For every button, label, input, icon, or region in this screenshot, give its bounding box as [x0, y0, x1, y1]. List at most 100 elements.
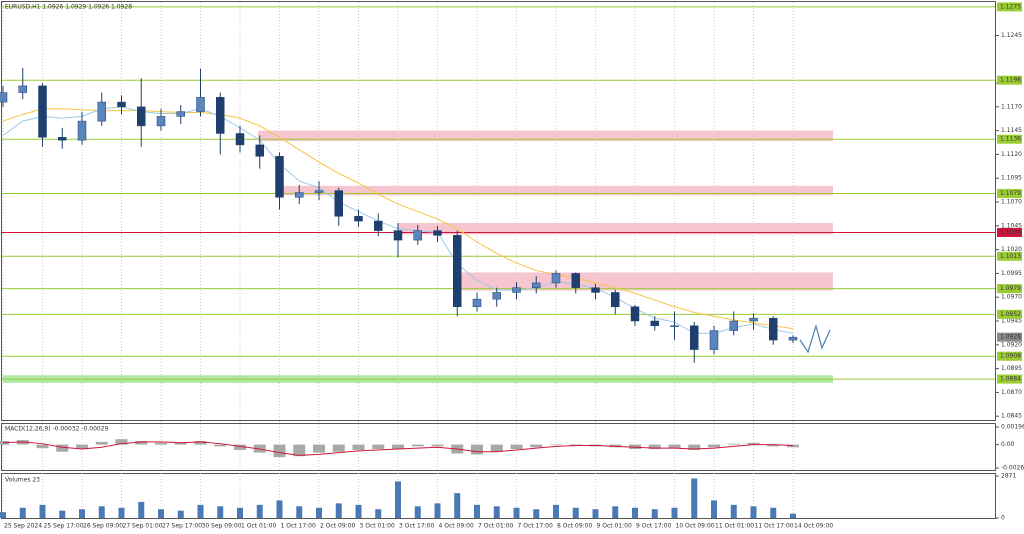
- macd-bar: [688, 444, 701, 450]
- y-tick-label: 1.1120: [1001, 151, 1022, 158]
- y-tick-label: 1.0920: [1001, 341, 1022, 348]
- volume-bar: [79, 509, 85, 518]
- macd-bar: [234, 444, 246, 450]
- volume-bar: [237, 507, 243, 518]
- level-label-box: [997, 134, 1022, 144]
- candle-body: [670, 325, 679, 328]
- y-tick-label: 0.00: [1001, 441, 1015, 448]
- candle-body: [255, 144, 264, 157]
- candle-body: [216, 97, 225, 134]
- x-tick-label: 3 Oct 01:00: [360, 523, 395, 530]
- level-label-box: [997, 284, 1022, 294]
- x-tick-label: 11 Oct 01:00: [715, 523, 754, 530]
- macd-bar: [510, 444, 523, 450]
- candle-body: [709, 330, 719, 350]
- macd-bar: [135, 441, 148, 445]
- candle-body: [374, 220, 383, 231]
- x-tick-label: 10 Oct 09:00: [676, 523, 715, 530]
- volume-bar: [197, 504, 204, 518]
- candle-body: [314, 190, 324, 193]
- candle-body: [650, 320, 659, 327]
- macd-bar: [648, 444, 661, 450]
- x-tick-label: 27 Sep 01:00: [123, 523, 163, 530]
- level-label: 1.1136: [1000, 136, 1021, 143]
- macd-bar: [115, 439, 128, 445]
- y-tick-label: 1.1070: [1001, 199, 1022, 206]
- macd-bar: [214, 444, 227, 447]
- y-tick-label: 1.1170: [1001, 103, 1022, 110]
- y-tick-label: 1.1095: [1001, 175, 1022, 182]
- candle-body: [769, 317, 778, 341]
- y-tick-label: 0.00196: [1001, 424, 1024, 431]
- volume-bar: [355, 504, 362, 518]
- macd-bar: [174, 442, 187, 445]
- level-label-box: [997, 75, 1022, 85]
- volume-bar: [158, 509, 164, 518]
- level-label: 1.1013: [1000, 253, 1021, 260]
- macd-bar: [747, 442, 760, 445]
- volume-bar: [335, 503, 342, 518]
- candle-body: [235, 133, 245, 146]
- y-tick-label: 1.1145: [1001, 127, 1022, 134]
- macd-bar: [708, 444, 720, 448]
- volume-bar: [19, 507, 26, 518]
- macd-bar: [95, 441, 108, 445]
- macd-bar: [411, 444, 424, 447]
- macd-bar: [194, 441, 207, 445]
- volume-bar: [711, 500, 717, 518]
- volume-title: Volumes 23: [5, 477, 40, 484]
- candle-body: [156, 116, 166, 127]
- level-label-box: [997, 227, 1022, 237]
- level-label: 1.0884: [1000, 376, 1021, 383]
- x-tick-label: 30 Sep 09:00: [202, 523, 242, 530]
- macd-bar: [490, 444, 503, 452]
- x-tick-label: 26 Sep 09:00: [83, 523, 123, 530]
- main-pane: [1, 1, 996, 421]
- candle-body: [176, 111, 185, 117]
- signal-line: [2, 441, 794, 456]
- volume-bar: [691, 478, 698, 518]
- y-tick-label: 1.1020: [1001, 246, 1022, 253]
- candle-body: [334, 190, 343, 217]
- level-label: 1.0908: [1000, 353, 1021, 360]
- x-tick-label: 9 Oct 01:00: [597, 523, 632, 530]
- moving-average: [2, 108, 794, 330]
- x-tick-label: 14 Oct 09:00: [794, 523, 833, 530]
- candle-body: [413, 230, 422, 241]
- level-label: 1.0979: [1000, 285, 1021, 292]
- candle-body: [18, 85, 27, 93]
- x-tick-label: 7 Oct 17:00: [518, 523, 553, 530]
- candle-body: [295, 192, 304, 198]
- x-tick-label: 11 Oct 17:00: [755, 523, 794, 530]
- macd-bar: [530, 444, 543, 448]
- candle-body: [630, 306, 640, 322]
- candle-body: [611, 292, 620, 307]
- volume-bar: [750, 506, 757, 518]
- zone: [398, 222, 833, 235]
- x-tick-label: 25 Sep 2024: [4, 523, 42, 530]
- candle-body: [551, 273, 561, 284]
- volume-bar: [395, 481, 401, 518]
- level-label-box: [997, 351, 1022, 361]
- level-label-box: [997, 251, 1022, 261]
- volume-bar: [177, 510, 184, 518]
- volume-bar: [414, 506, 421, 518]
- level-label: 1.1198: [1000, 77, 1021, 84]
- x-tick-label: 25 Sep 17:00: [44, 523, 84, 530]
- candle-body: [137, 106, 146, 127]
- level-label: 1.1079: [1000, 190, 1021, 197]
- candle-body: [433, 230, 442, 236]
- candle-body: [690, 325, 699, 350]
- volume-bar: [533, 509, 540, 518]
- volume-bar: [553, 504, 559, 518]
- macd-bar: [332, 444, 345, 452]
- macd-bar: [313, 444, 325, 453]
- y-tick-label: 1.0995: [1001, 270, 1022, 277]
- candle-body: [591, 287, 600, 293]
- volume-bar: [632, 507, 638, 518]
- candle-body: [512, 287, 521, 293]
- volume-bar: [493, 506, 500, 518]
